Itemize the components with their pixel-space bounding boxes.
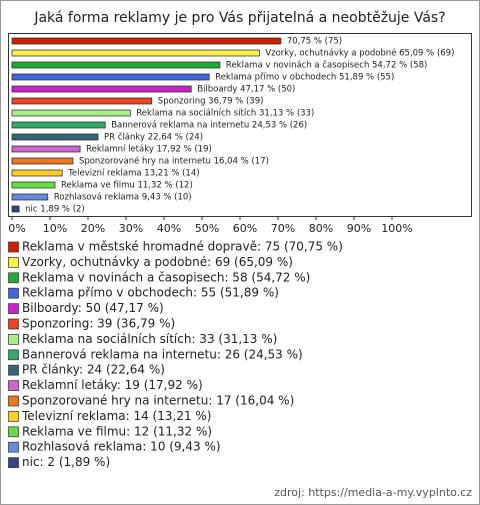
value-label: Sponzorované hry na internetu 16,04 % (1…: [79, 156, 269, 167]
legend-swatch: [8, 303, 19, 314]
legend-swatch: [8, 241, 19, 253]
legend-swatch: [8, 287, 19, 299]
value-label: Reklama přímo v obchodech 51,89 % (55): [215, 73, 394, 83]
legend-label: Reklama v městské hromadné dopravě: 75 (…: [22, 240, 343, 254]
legend-label: Reklama na sociálních sítích: 33 (31,13 …: [22, 332, 277, 346]
bar: [11, 193, 49, 201]
legend-label: Rozhlasová reklama: 10 (9,43 %): [22, 440, 221, 454]
legend-swatch: [8, 257, 19, 268]
x-tick-label: 10%: [43, 222, 67, 235]
value-label: Sponzoring 36,79 % (39): [158, 97, 264, 107]
bar: [11, 49, 260, 57]
legend-swatch: [8, 395, 19, 407]
legend-label: Bannerová reklama na internetu: 26 (24,5…: [22, 347, 303, 361]
legend-label: Reklama přímo v obchodech: 55 (51,89 %): [22, 286, 279, 300]
bar: [11, 145, 81, 153]
value-label: Reklamní letáky 17,92 % (19): [86, 145, 212, 155]
legend-label: Reklama v novinách a časopisech: 58 (54,…: [22, 270, 310, 284]
value-label: nic 1,89 % (2): [25, 205, 85, 215]
legend-label: PR články: 24 (22,64 %): [22, 363, 165, 377]
bar: [11, 73, 210, 81]
legend-swatch: [8, 272, 19, 284]
x-tick-label: 80%: [309, 222, 333, 235]
legend-label: Reklama ve filmu: 12 (11,32 %): [22, 424, 212, 438]
bar: [11, 61, 221, 69]
bar: [11, 37, 282, 45]
value-label: Reklama na sociálních sítích 31,13 % (33…: [136, 109, 314, 119]
legend-swatch: [8, 441, 19, 453]
value-label: Bannerová reklama na internetu 24,53 % (…: [111, 121, 307, 131]
value-label: Bilboardy 47,17 % (50): [197, 85, 295, 95]
source: zdroj: https://media-a-my.vyplnto.cz: [274, 486, 472, 499]
x-tick-label: 20%: [81, 222, 105, 235]
legend-swatch: [8, 457, 19, 468]
x-tick-label: 30%: [119, 222, 143, 235]
legend-swatch: [8, 426, 19, 438]
x-tick-label: 0%: [8, 222, 25, 235]
x-tick-label: 40%: [157, 222, 181, 235]
legend-label: Vzorky, ochutnávky a podobné: 69 (65,09 …: [22, 255, 293, 269]
value-label: Reklama v novinách a časopisech 54,72 % …: [226, 60, 427, 71]
value-label: 70,75 % (75): [287, 37, 342, 47]
bar: [11, 181, 56, 189]
x-tick-label: 90%: [347, 222, 371, 235]
legend-swatch: [8, 318, 19, 330]
value-label: Rozhlasová reklama 9,43 % (10): [54, 193, 192, 203]
legend-label: nic: 2 (1,89 %): [22, 455, 110, 469]
x-tick-label: 50%: [195, 222, 219, 235]
bar: [11, 157, 74, 165]
value-label: Televizní reklama 13,21 % (14): [67, 169, 199, 179]
bar: [11, 121, 106, 129]
legend-swatch: [8, 364, 19, 376]
value-label: Vzorky, ochutnávky a podobné 65,09 % (69…: [265, 48, 454, 59]
legend-label: Sponzorované hry na internetu: 17 (16,04…: [22, 394, 294, 408]
bar: [11, 97, 153, 105]
legend-swatch: [8, 380, 19, 391]
legend-label: Sponzoring: 39 (36,79 %): [22, 317, 175, 331]
value-label: Reklama ve filmu 11,32 % (12): [61, 181, 193, 191]
value-label: PR články 22,64 % (24): [104, 132, 203, 143]
x-tick-label: 70%: [271, 222, 295, 235]
legend-swatch: [8, 349, 19, 361]
legend-swatch: [8, 411, 19, 422]
x-tick-label: 100%: [381, 222, 412, 235]
legend-swatch: [8, 334, 19, 345]
legend-label: Televizní reklama: 14 (13,21 %): [21, 409, 212, 423]
legend-label: Reklamní letáky: 19 (17,92 %): [22, 378, 203, 392]
legend-label: Bilboardy: 50 (47,17 %): [22, 301, 164, 315]
bar: [11, 205, 20, 213]
bar: [11, 109, 131, 117]
chart-title: Jaká forma reklamy je pro Vás přijatelná…: [33, 10, 445, 26]
bar: [11, 169, 63, 177]
bar: [11, 133, 99, 141]
x-tick-label: 60%: [233, 222, 257, 235]
bar: [11, 85, 192, 93]
